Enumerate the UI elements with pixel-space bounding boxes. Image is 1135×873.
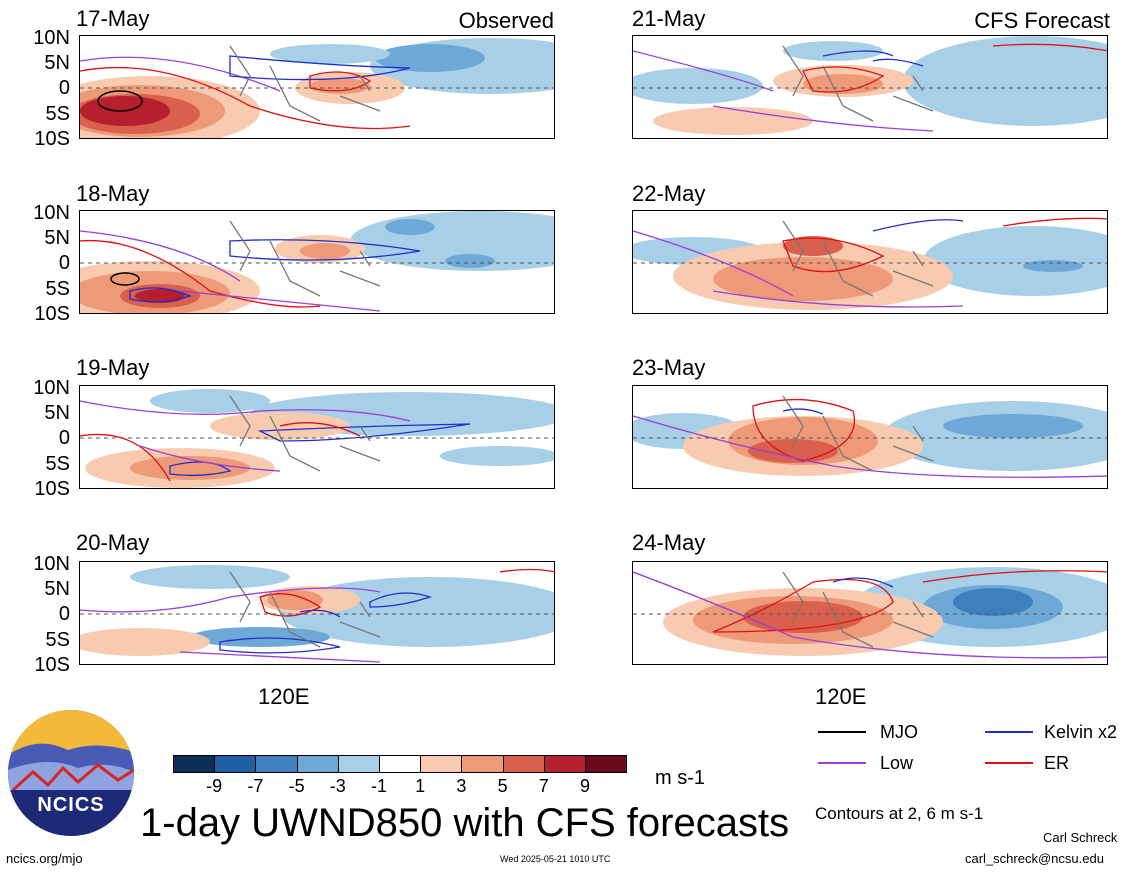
colorbar-tick-label: -1 (370, 776, 387, 796)
y-tick-label: 10N (33, 377, 70, 399)
legend-label-kelvin: Kelvin x2 (1044, 722, 1118, 742)
figure-title: 1-day UWND850 with CFS forecasts (140, 801, 790, 845)
map-panel (79, 35, 555, 139)
colorbar-tick-label: -9 (206, 776, 223, 796)
colorbar-tick-label: -5 (288, 776, 305, 796)
ncics-logo: NCICS (8, 710, 134, 836)
colorbar-swatch (214, 755, 257, 773)
colorbar-swatch (379, 755, 422, 773)
panel-date: 22-May (632, 181, 706, 206)
x-axis-label: 120E (258, 684, 310, 709)
colorbar-tick-label: 7 (538, 776, 549, 796)
legend-swatch-low (818, 762, 866, 764)
y-tick-label: 0 (58, 77, 70, 99)
author-name: Carl Schreck (1043, 830, 1118, 845)
y-tick-label: 10S (34, 478, 70, 500)
author-email[interactable]: carl_schreck@ncsu.edu (965, 851, 1104, 866)
legend-label-low: Low (880, 753, 914, 773)
colorbar-swatch (585, 755, 628, 773)
map-panel (632, 210, 1108, 314)
colorbar-units: m s-1 (655, 767, 705, 789)
panel-date: 19-May (76, 355, 150, 380)
colorbar-swatch (502, 755, 545, 773)
map-panel (79, 385, 555, 489)
y-tick-label: 5N (44, 52, 70, 74)
map-panel (79, 210, 555, 314)
colorbar-swatch (337, 755, 380, 773)
panel-date: 21-May (632, 6, 706, 31)
colorbar-swatch (420, 755, 463, 773)
y-tick-label: 5N (44, 578, 70, 600)
map-panel (632, 35, 1108, 139)
y-tick-label: 10S (34, 303, 70, 325)
y-tick-label: 10N (33, 553, 70, 575)
logo-text: NCICS (37, 794, 105, 816)
colorbar-swatch (255, 755, 298, 773)
colorbar-tick-label: 9 (579, 776, 590, 796)
y-tick-label: 5S (45, 103, 70, 125)
colorbar-swatch (461, 755, 504, 773)
panel-date: 24-May (632, 530, 706, 555)
y-tick-label: 10N (33, 27, 70, 49)
y-tick-label: 0 (58, 427, 70, 449)
map-panel (632, 385, 1108, 489)
y-tick-label: 5S (45, 278, 70, 300)
y-tick-label: 5N (44, 227, 70, 249)
legend-swatch-kelvin (985, 731, 1033, 733)
y-tick-label: 5N (44, 402, 70, 424)
colorbar-tick-label: -3 (329, 776, 346, 796)
y-tick-label: 10S (34, 128, 70, 150)
panel-date: 18-May (76, 181, 150, 206)
x-axis-label: 120E (815, 684, 867, 709)
legend-label-er: ER (1044, 753, 1070, 773)
map-panel (632, 561, 1108, 665)
panel-date: 17-May (76, 6, 150, 31)
colorbar-swatch (296, 755, 339, 773)
y-tick-label: 5S (45, 453, 70, 475)
colorbar-tick-label: 3 (456, 776, 467, 796)
colorbar-tick-label: 1 (415, 776, 426, 796)
panel-corner-label: CFS Forecast (974, 8, 1110, 33)
y-tick-label: 0 (58, 252, 70, 274)
legend-swatch-mjo (818, 731, 866, 733)
y-tick-label: 5S (45, 629, 70, 651)
colorbar-tick-label: -7 (247, 776, 264, 796)
y-tick-label: 10S (34, 654, 70, 676)
y-tick-label: 10N (33, 202, 70, 224)
legend-swatch-er (985, 762, 1033, 764)
colorbar-tick-label: 5 (497, 776, 508, 796)
site-url[interactable]: ncics.org/mjo (6, 851, 83, 866)
y-tick-label: 0 (58, 603, 70, 625)
panel-corner-label: Observed (458, 8, 554, 33)
legend-label-mjo: MJO (880, 722, 918, 742)
map-panel (79, 561, 555, 665)
panel-date: 23-May (632, 355, 706, 380)
colorbar-swatch (543, 755, 586, 773)
colorbar-swatch (173, 755, 216, 773)
timestamp: Wed 2025-05-21 1010 UTC (500, 854, 611, 864)
contours-note: Contours at 2, 6 m s-1 (815, 804, 984, 823)
panel-date: 20-May (76, 530, 150, 555)
